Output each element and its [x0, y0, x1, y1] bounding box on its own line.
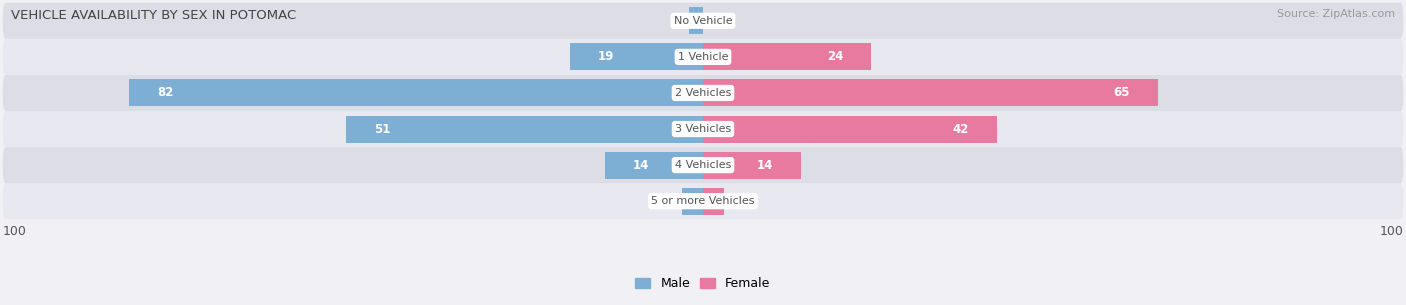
- Bar: [346, 116, 703, 142]
- Bar: [689, 7, 703, 34]
- Text: 5 or more Vehicles: 5 or more Vehicles: [651, 196, 755, 206]
- FancyBboxPatch shape: [3, 3, 1403, 39]
- Legend: Male, Female: Male, Female: [630, 272, 776, 295]
- Text: 0: 0: [713, 14, 721, 27]
- Text: 4 Vehicles: 4 Vehicles: [675, 160, 731, 170]
- Text: 24: 24: [827, 50, 844, 63]
- Bar: [703, 79, 1159, 106]
- Bar: [703, 116, 997, 142]
- Text: VEHICLE AVAILABILITY BY SEX IN POTOMAC: VEHICLE AVAILABILITY BY SEX IN POTOMAC: [11, 9, 297, 22]
- Bar: [703, 188, 724, 215]
- Bar: [129, 79, 703, 106]
- FancyBboxPatch shape: [3, 111, 1403, 147]
- Bar: [703, 152, 801, 179]
- Text: No Vehicle: No Vehicle: [673, 16, 733, 26]
- FancyBboxPatch shape: [3, 147, 1403, 183]
- Text: 19: 19: [598, 50, 614, 63]
- Text: 2: 2: [671, 14, 679, 27]
- Text: 1 Vehicle: 1 Vehicle: [678, 52, 728, 62]
- Text: 3: 3: [734, 195, 742, 208]
- Bar: [682, 188, 703, 215]
- FancyBboxPatch shape: [3, 183, 1403, 219]
- Text: 100: 100: [3, 225, 27, 238]
- Bar: [605, 152, 703, 179]
- Text: 51: 51: [374, 123, 391, 135]
- Text: 100: 100: [1379, 225, 1403, 238]
- Text: 14: 14: [633, 159, 650, 172]
- Text: 42: 42: [953, 123, 969, 135]
- Bar: [569, 43, 703, 70]
- Text: 3 Vehicles: 3 Vehicles: [675, 124, 731, 134]
- Text: Source: ZipAtlas.com: Source: ZipAtlas.com: [1277, 9, 1395, 19]
- Bar: [703, 43, 872, 70]
- FancyBboxPatch shape: [3, 75, 1403, 111]
- Text: 65: 65: [1114, 86, 1130, 99]
- Text: 2 Vehicles: 2 Vehicles: [675, 88, 731, 98]
- Text: 14: 14: [756, 159, 773, 172]
- FancyBboxPatch shape: [3, 39, 1403, 75]
- Text: 3: 3: [664, 195, 672, 208]
- Text: 82: 82: [157, 86, 173, 99]
